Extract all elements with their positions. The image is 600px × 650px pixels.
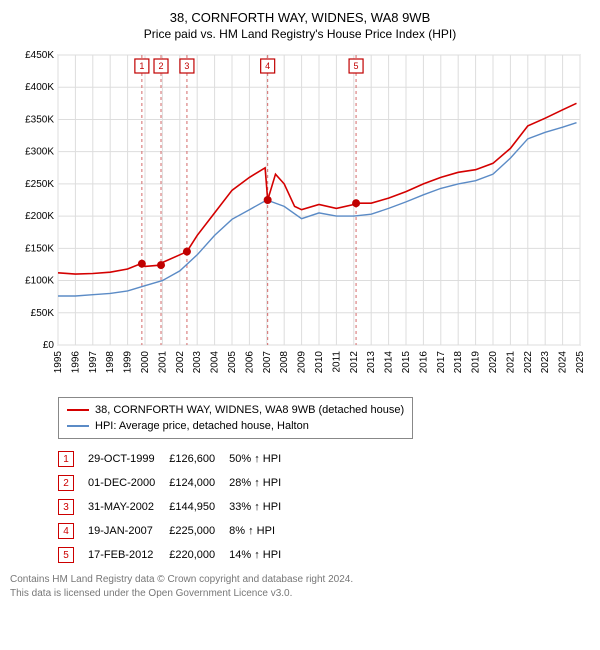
svg-text:1999: 1999 bbox=[123, 351, 134, 374]
table-row: 4 19-JAN-2007£225,0008% ↑ HPI bbox=[58, 519, 295, 543]
chart-subtitle: Price paid vs. HM Land Registry's House … bbox=[10, 27, 590, 41]
marker-pct: 14% ↑ HPI bbox=[229, 543, 295, 567]
svg-text:£450K: £450K bbox=[25, 50, 54, 61]
svg-text:2006: 2006 bbox=[244, 351, 255, 374]
svg-text:2011: 2011 bbox=[331, 351, 342, 373]
footer: Contains HM Land Registry data © Crown c… bbox=[10, 573, 590, 600]
svg-text:2002: 2002 bbox=[175, 351, 186, 374]
svg-text:£100K: £100K bbox=[25, 276, 54, 287]
marker-price: £225,000 bbox=[169, 519, 229, 543]
svg-text:1995: 1995 bbox=[53, 351, 64, 374]
svg-text:2021: 2021 bbox=[505, 351, 516, 374]
marker-price: £220,000 bbox=[169, 543, 229, 567]
marker-number-box: 2 bbox=[58, 475, 74, 491]
marker-date: 29-OCT-1999 bbox=[88, 447, 169, 471]
marker-pct: 8% ↑ HPI bbox=[229, 519, 295, 543]
svg-text:3: 3 bbox=[184, 61, 189, 71]
marker-number-box: 5 bbox=[58, 547, 74, 563]
svg-text:£350K: £350K bbox=[25, 114, 54, 125]
svg-text:2003: 2003 bbox=[192, 351, 203, 374]
svg-text:2022: 2022 bbox=[523, 351, 534, 374]
svg-text:2004: 2004 bbox=[210, 351, 221, 374]
svg-text:2001: 2001 bbox=[157, 351, 168, 374]
svg-text:2008: 2008 bbox=[279, 351, 290, 374]
svg-text:2: 2 bbox=[159, 61, 164, 71]
svg-text:2024: 2024 bbox=[558, 351, 569, 374]
svg-text:£400K: £400K bbox=[25, 82, 54, 93]
svg-text:4: 4 bbox=[265, 61, 270, 71]
svg-text:2000: 2000 bbox=[140, 351, 151, 374]
table-row: 5 17-FEB-2012£220,00014% ↑ HPI bbox=[58, 543, 295, 567]
marker-number-box: 3 bbox=[58, 499, 74, 515]
svg-text:2013: 2013 bbox=[366, 351, 377, 374]
table-row: 1 29-OCT-1999£126,60050% ↑ HPI bbox=[58, 447, 295, 471]
svg-text:5: 5 bbox=[354, 61, 359, 71]
chart-svg: £0 £50K £100K £150K £200K £250K £300K £350K £400… bbox=[10, 49, 590, 389]
svg-text:2019: 2019 bbox=[471, 351, 482, 374]
legend-label: 38, CORNFORTH WAY, WIDNES, WA8 9WB (deta… bbox=[95, 404, 404, 416]
svg-text:2005: 2005 bbox=[227, 351, 238, 374]
chart-title: 38, CORNFORTH WAY, WIDNES, WA8 9WB bbox=[10, 10, 590, 25]
marker-table: 1 29-OCT-1999£126,60050% ↑ HPI 2 01-DEC-200… bbox=[58, 447, 295, 567]
svg-text:2025: 2025 bbox=[575, 351, 586, 374]
svg-text:1997: 1997 bbox=[88, 351, 99, 374]
marker-pct: 33% ↑ HPI bbox=[229, 495, 295, 519]
marker-price: £126,600 bbox=[169, 447, 229, 471]
marker-pct: 50% ↑ HPI bbox=[229, 447, 295, 471]
svg-text:2007: 2007 bbox=[262, 351, 273, 374]
svg-text:2020: 2020 bbox=[488, 351, 499, 374]
legend-swatch bbox=[67, 425, 89, 427]
marker-number-box: 1 bbox=[58, 451, 74, 467]
legend-item: HPI: Average price, detached house, Halt… bbox=[67, 418, 404, 434]
marker-price: £124,000 bbox=[169, 471, 229, 495]
table-row: 3 31-MAY-2002£144,95033% ↑ HPI bbox=[58, 495, 295, 519]
svg-text:2015: 2015 bbox=[401, 351, 412, 374]
marker-date: 19-JAN-2007 bbox=[88, 519, 169, 543]
svg-text:1998: 1998 bbox=[105, 351, 116, 374]
svg-text:2014: 2014 bbox=[384, 351, 395, 374]
marker-date: 17-FEB-2012 bbox=[88, 543, 169, 567]
svg-text:2009: 2009 bbox=[297, 351, 308, 374]
legend-item: 38, CORNFORTH WAY, WIDNES, WA8 9WB (deta… bbox=[67, 402, 404, 418]
svg-text:£150K: £150K bbox=[25, 243, 54, 254]
legend-swatch bbox=[67, 409, 89, 411]
marker-date: 01-DEC-2000 bbox=[88, 471, 169, 495]
marker-date: 31-MAY-2002 bbox=[88, 495, 169, 519]
svg-text:2010: 2010 bbox=[314, 351, 325, 374]
chart-container: 38, CORNFORTH WAY, WIDNES, WA8 9WB Price… bbox=[10, 10, 590, 600]
svg-text:2012: 2012 bbox=[349, 351, 360, 374]
svg-text:2018: 2018 bbox=[453, 351, 464, 374]
svg-text:£250K: £250K bbox=[25, 179, 54, 190]
svg-text:1996: 1996 bbox=[70, 351, 81, 374]
svg-text:£50K: £50K bbox=[31, 308, 55, 319]
marker-number-box: 4 bbox=[58, 523, 74, 539]
svg-text:£0: £0 bbox=[43, 340, 55, 351]
svg-text:£200K: £200K bbox=[25, 211, 54, 222]
svg-text:2023: 2023 bbox=[540, 351, 551, 374]
footer-line1: Contains HM Land Registry data © Crown c… bbox=[10, 573, 590, 587]
table-row: 2 01-DEC-2000£124,00028% ↑ HPI bbox=[58, 471, 295, 495]
plot-area: £0 £50K £100K £150K £200K £250K £300K £350K £400… bbox=[10, 49, 590, 389]
svg-text:1: 1 bbox=[139, 61, 144, 71]
svg-text:2016: 2016 bbox=[418, 351, 429, 374]
legend-label: HPI: Average price, detached house, Halt… bbox=[95, 420, 309, 432]
legend: 38, CORNFORTH WAY, WIDNES, WA8 9WB (deta… bbox=[58, 397, 413, 439]
marker-price: £144,950 bbox=[169, 495, 229, 519]
marker-pct: 28% ↑ HPI bbox=[229, 471, 295, 495]
svg-text:2017: 2017 bbox=[436, 351, 447, 374]
footer-line2: This data is licensed under the Open Gov… bbox=[10, 587, 590, 601]
svg-text:£300K: £300K bbox=[25, 147, 54, 158]
